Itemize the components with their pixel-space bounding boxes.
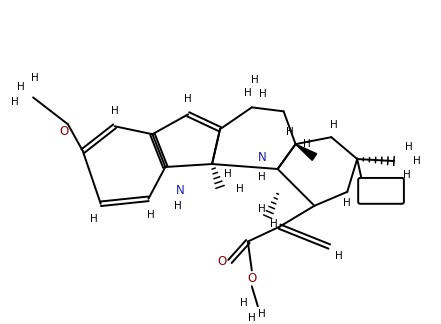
Text: H: H <box>11 98 19 107</box>
Text: H: H <box>270 219 277 229</box>
Text: H: H <box>244 88 252 98</box>
Polygon shape <box>295 144 317 160</box>
Text: H: H <box>90 214 97 224</box>
Text: O: O <box>217 255 227 268</box>
Text: H: H <box>286 127 293 137</box>
Text: O: O <box>59 125 68 138</box>
Text: N: N <box>176 184 185 197</box>
Text: H: H <box>258 172 265 182</box>
Text: H: H <box>248 313 256 323</box>
Text: H: H <box>251 75 259 85</box>
Text: H: H <box>31 73 39 83</box>
Text: H: H <box>184 94 192 104</box>
Text: H: H <box>240 298 248 308</box>
Text: H: H <box>344 198 351 208</box>
Text: H: H <box>259 89 267 99</box>
Text: O: O <box>247 272 256 285</box>
Text: H: H <box>111 106 119 116</box>
Text: H: H <box>405 142 413 152</box>
Text: Abs: Abs <box>371 186 391 196</box>
Text: H: H <box>174 201 182 211</box>
FancyBboxPatch shape <box>358 178 404 204</box>
Text: H: H <box>146 210 154 220</box>
Text: H: H <box>258 309 265 319</box>
Text: H: H <box>236 184 244 194</box>
Text: H: H <box>224 169 232 179</box>
Text: H: H <box>403 170 411 180</box>
Text: H: H <box>330 120 338 130</box>
Text: H: H <box>336 251 343 261</box>
Text: H: H <box>413 156 421 166</box>
Text: N: N <box>258 151 267 164</box>
Text: H: H <box>17 83 25 92</box>
Text: H: H <box>258 204 265 214</box>
Text: H: H <box>303 139 310 149</box>
